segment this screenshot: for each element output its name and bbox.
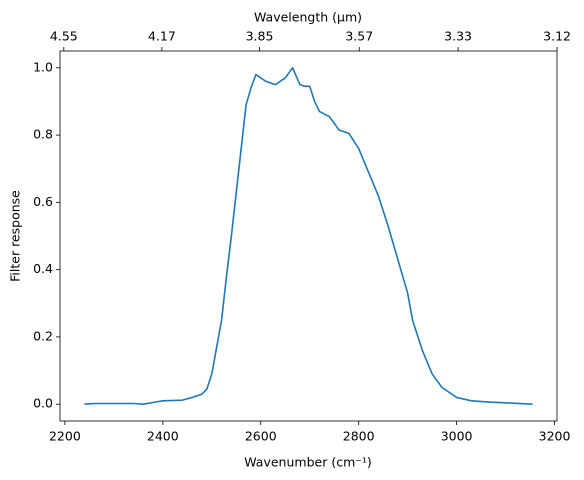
x-axis-label: Wavenumber (cm⁻¹) bbox=[244, 455, 371, 470]
x2-tick-label: 3.33 bbox=[444, 29, 472, 44]
x-tick-label: 2600 bbox=[245, 429, 277, 444]
x2-axis-label: Wavelength (μm) bbox=[254, 10, 362, 25]
x-tick-label: 2400 bbox=[147, 429, 179, 444]
line-series bbox=[84, 67, 533, 405]
y-tick-label: 0.2 bbox=[33, 328, 53, 343]
x-tick-label: 2800 bbox=[343, 429, 375, 444]
x2-tick-label: 4.55 bbox=[50, 29, 78, 44]
y-tick-label: 1.0 bbox=[33, 59, 53, 74]
y-tick-label: 0.6 bbox=[33, 194, 53, 209]
x-tick-label: 2200 bbox=[49, 429, 81, 444]
x2-tick-label: 3.12 bbox=[543, 29, 571, 44]
y-tick-label: 0.8 bbox=[33, 127, 53, 142]
x2-tick-label: 3.57 bbox=[345, 29, 373, 44]
x-tick-label: 3000 bbox=[441, 429, 473, 444]
y-axis-label: Filter response bbox=[8, 190, 23, 282]
y-tick-label: 0.4 bbox=[33, 261, 53, 276]
y-tick-label: 0.0 bbox=[33, 396, 53, 411]
x2-tick-label: 4.17 bbox=[148, 29, 176, 44]
axes-frame bbox=[59, 50, 558, 422]
x-tick-label: 3200 bbox=[539, 429, 571, 444]
x2-tick-label: 3.85 bbox=[246, 29, 274, 44]
